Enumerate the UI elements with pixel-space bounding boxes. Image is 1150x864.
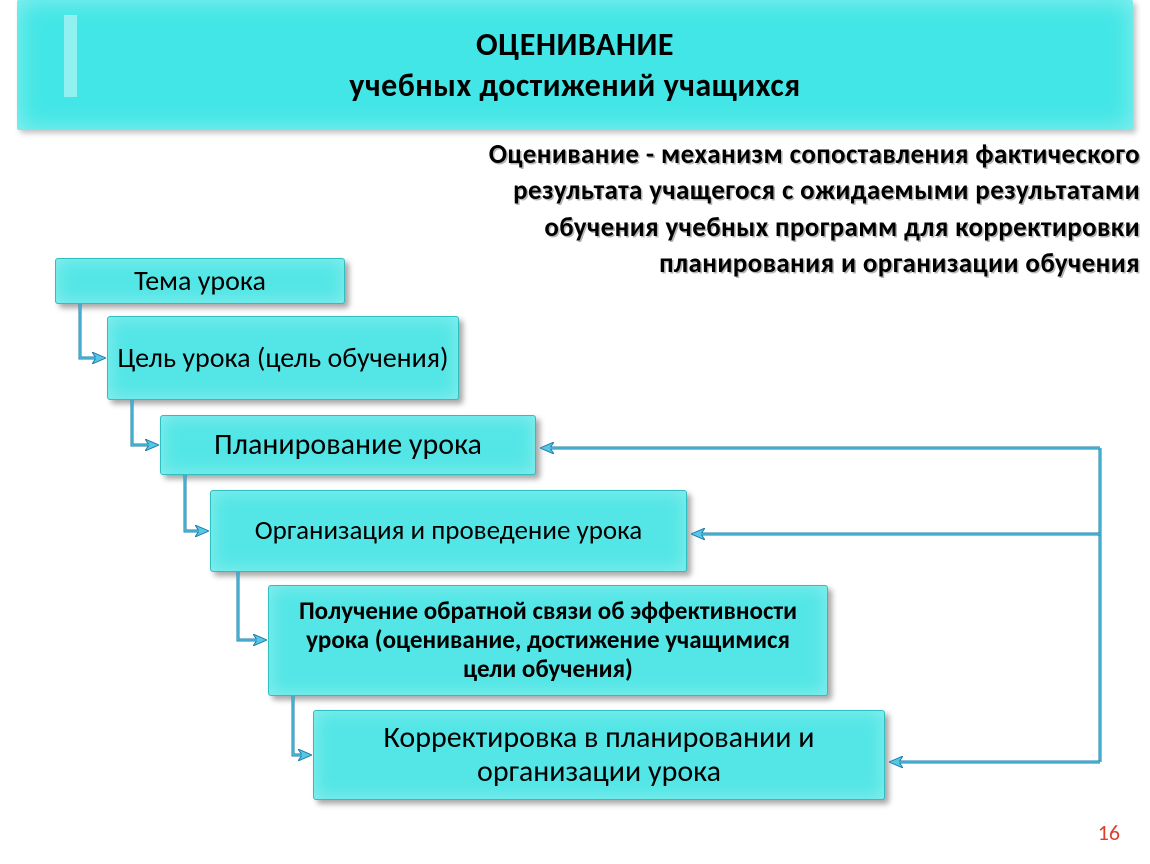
flow-node-goal: Цель урока (цель обучения) bbox=[107, 316, 459, 400]
arrow-n1-n2 bbox=[80, 304, 104, 358]
flow-node-label: Организация и проведение урока bbox=[255, 515, 642, 546]
flow-node-planning: Планирование урока bbox=[160, 415, 536, 475]
banner-accent bbox=[64, 15, 77, 97]
title-banner: ОЦЕНИВАНИЕ учебных достижений учащихся bbox=[17, 0, 1133, 130]
flow-node-correction: Корректировка в планировании и организац… bbox=[313, 710, 885, 800]
flow-node-organization: Организация и проведение урока bbox=[210, 490, 687, 572]
arrow-n4-n5 bbox=[238, 572, 265, 640]
title-line-2: учебных достижений учащихся bbox=[349, 66, 800, 105]
flow-node-label: Тема урока bbox=[134, 265, 266, 297]
arrow-n2-n3 bbox=[132, 400, 157, 445]
arrow-n5-n6 bbox=[293, 696, 310, 755]
arrow-n3-n4 bbox=[185, 475, 207, 531]
flow-node-label: Цель урока (цель обучения) bbox=[117, 342, 448, 374]
flow-node-topic: Тема урока bbox=[55, 258, 345, 304]
page-number: 16 bbox=[1098, 819, 1120, 846]
flow-node-label: Получение обратной связи об эффективност… bbox=[277, 597, 819, 683]
flow-node-label: Планирование урока bbox=[214, 428, 482, 463]
definition-text: Оценивание - механизм сопоставления факт… bbox=[480, 137, 1140, 283]
title-line-1: ОЦЕНИВАНИЕ bbox=[476, 25, 674, 64]
flow-node-feedback: Получение обратной связи об эффективност… bbox=[268, 585, 828, 696]
flow-node-label: Корректировка в планировании и организац… bbox=[322, 721, 876, 790]
